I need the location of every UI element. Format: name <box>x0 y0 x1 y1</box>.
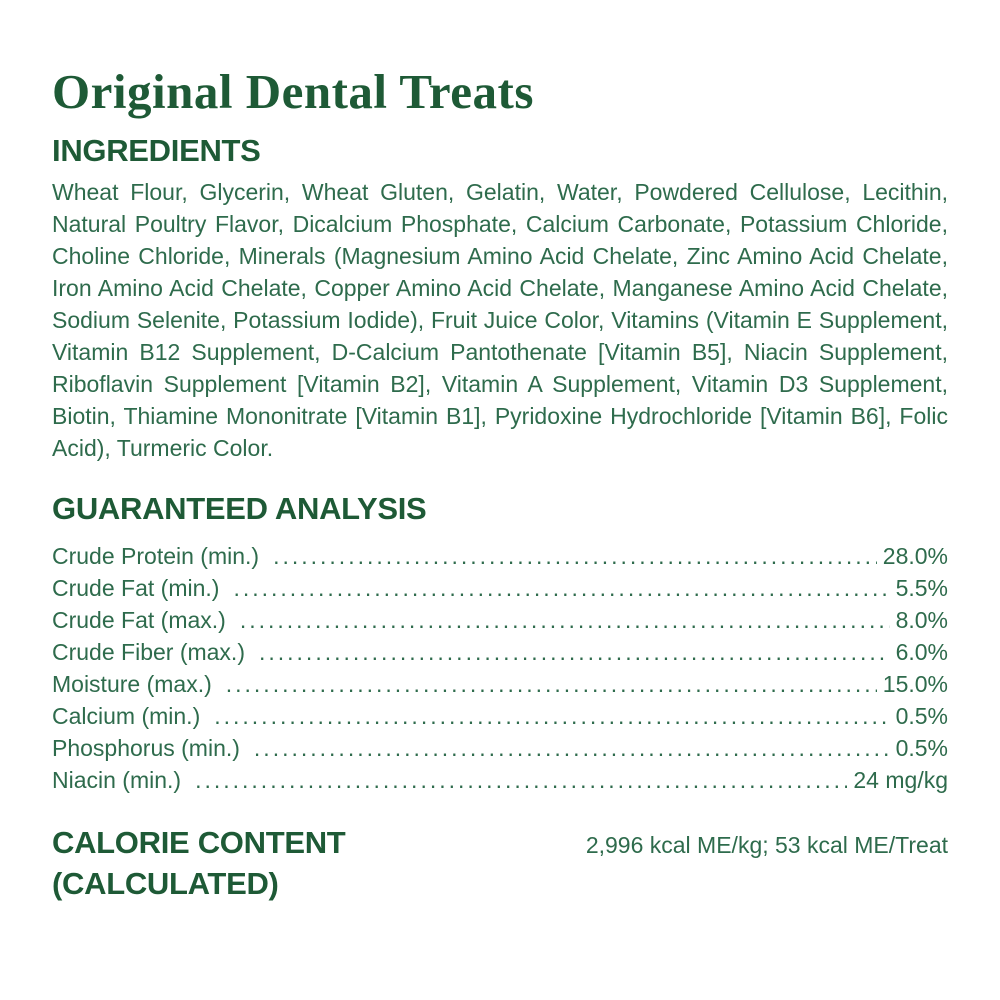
analysis-row-crude-fat-max: Crude Fat (max.) .......................… <box>52 604 948 636</box>
analysis-row-crude-fat-min: Crude Fat (min.) .......................… <box>52 572 948 604</box>
page-title: Original Dental Treats <box>52 64 534 119</box>
guaranteed-analysis-heading: GUARANTEED ANALYSIS <box>52 491 427 526</box>
analysis-value: 28.0% <box>882 543 948 569</box>
analysis-row-crude-protein: Crude Protein (min.) ...................… <box>52 540 948 572</box>
analysis-label: Crude Protein (min.) <box>52 543 260 569</box>
analysis-row-crude-fiber: Crude Fiber (max.) .....................… <box>52 636 948 668</box>
ingredients-text: Wheat Flour, Glycerin, Wheat Gluten, Gel… <box>52 179 948 461</box>
analysis-value: 0.5% <box>895 735 948 761</box>
analysis-label: Crude Fat (max.) <box>52 607 226 633</box>
analysis-value: 24 mg/kg <box>853 767 948 793</box>
dotted-leader: ........................................… <box>258 639 890 665</box>
calorie-content-heading-line1: CALORIE CONTENT <box>52 825 346 860</box>
analysis-label: Phosphorus (min.) <box>52 735 240 761</box>
analysis-row-moisture: Moisture (max.) ........................… <box>52 668 948 700</box>
analysis-label: Crude Fiber (max.) <box>52 639 245 665</box>
analysis-row-niacin: Niacin (min.) ..........................… <box>52 764 948 796</box>
analysis-value: 8.0% <box>895 607 948 633</box>
analysis-label: Moisture (max.) <box>52 671 212 697</box>
analysis-value: 6.0% <box>895 639 948 665</box>
analysis-label: Crude Fat (min.) <box>52 575 220 601</box>
dotted-leader: ........................................… <box>239 607 890 633</box>
analysis-label: Calcium (min.) <box>52 703 201 729</box>
dotted-leader: ........................................… <box>225 671 877 697</box>
calorie-content-heading-line2: (CALCULATED) <box>52 866 279 901</box>
analysis-value: 15.0% <box>882 671 948 697</box>
analysis-label: Niacin (min.) <box>52 767 182 793</box>
dotted-leader: ........................................… <box>253 735 890 761</box>
ingredients-heading: INGREDIENTS <box>52 133 261 168</box>
dotted-leader: ........................................… <box>273 543 877 569</box>
calorie-content-heading: CALORIE CONTENT (CALCULATED) <box>52 822 346 904</box>
analysis-row-phosphorus: Phosphorus (min.) ......................… <box>52 732 948 764</box>
calorie-content-value: 2,996 kcal ME/kg; 53 kcal ME/Treat <box>585 832 948 858</box>
guaranteed-analysis-section: GUARANTEED ANALYSIS Crude Protein (min.)… <box>52 492 948 796</box>
dotted-leader: ........................................… <box>195 767 847 793</box>
analysis-value: 0.5% <box>895 703 948 729</box>
analysis-row-calcium: Calcium (min.) .........................… <box>52 700 948 732</box>
calorie-content-section: CALORIE CONTENT (CALCULATED) 2,996 kcal … <box>52 822 948 904</box>
analysis-value: 5.5% <box>895 575 948 601</box>
ingredients-section: INGREDIENTS Wheat Flour, Glycerin, Wheat… <box>52 134 948 464</box>
dotted-leader: ........................................… <box>214 703 890 729</box>
guaranteed-analysis-table: Crude Protein (min.) ...................… <box>52 540 948 796</box>
dotted-leader: ........................................… <box>233 575 889 601</box>
